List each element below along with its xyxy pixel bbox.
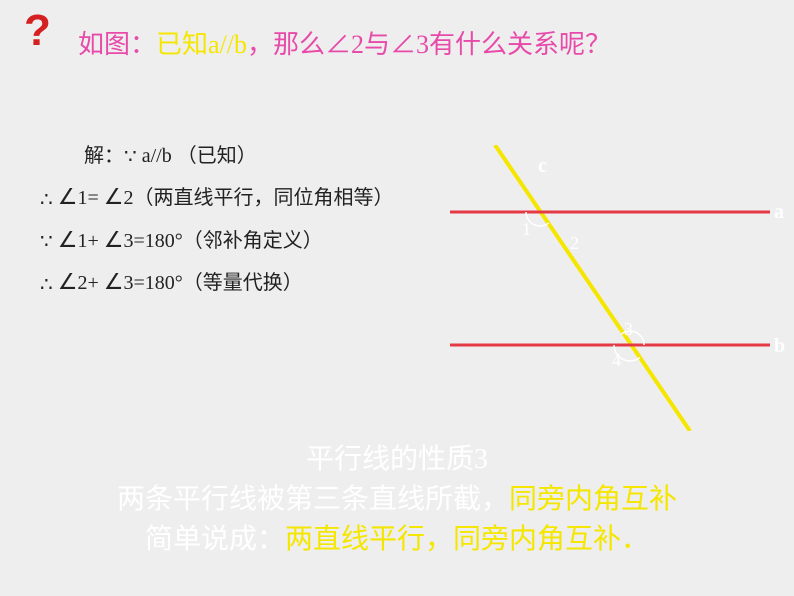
title-highlight: 已知a//b	[156, 30, 247, 59]
proof-l2-b: 1=	[77, 187, 103, 209]
title: 如图：已知a//b，那么∠2与∠3有什么关系呢？	[78, 24, 611, 61]
angle-symbol: ∠	[58, 227, 78, 252]
conclusion-l2b: 同旁内角互补	[509, 484, 677, 515]
angle-symbol: ∠	[104, 184, 124, 209]
label-c: c	[538, 155, 547, 178]
geometry-diagram: a b c 1 2 3 4	[430, 145, 794, 425]
because-symbol: ∵	[124, 137, 137, 177]
angle-num-1: 1	[522, 219, 531, 240]
label-b: b	[774, 335, 785, 358]
angle-symbol: ∠	[58, 184, 78, 209]
diagram-svg	[430, 145, 794, 431]
conclusion-line-2: 两条平行线被第三条直线所截，同旁内角互补	[0, 480, 794, 520]
therefore-symbol: ∴	[40, 265, 53, 305]
proof-l4-b: 2+	[77, 272, 103, 294]
title-rest: ，那么∠2与∠3有什么关系呢？	[247, 30, 611, 59]
proof-block: 解：∵ a//b （已知） ∴ ∠1= ∠2（两直线平行，同位角相等） ∵ ∠1…	[40, 136, 393, 305]
conclusion-l2a: 两条平行线被第三条直线所截，	[117, 484, 509, 515]
conclusion-l3a: 简单说成：	[145, 524, 285, 555]
conclusion-line-3: 简单说成：两直线平行，同旁内角互补．	[0, 520, 794, 560]
proof-l4-d: 3=180°（等量代换）	[123, 272, 302, 294]
angle-num-4: 4	[612, 350, 621, 371]
proof-l3-d: 3=180°（邻补角定义）	[123, 230, 322, 252]
proof-l1-body: a//b （已知）	[137, 145, 257, 167]
proof-line-4: ∴ ∠2+ ∠3=180°（等量代换）	[40, 262, 393, 304]
conclusion-block: 平行线的性质3 两条平行线被第三条直线所截，同旁内角互补 简单说成：两直线平行，…	[0, 440, 794, 560]
conclusion-l1: 平行线的性质3	[306, 444, 488, 475]
proof-line-3: ∵ ∠1+ ∠3=180°（邻补角定义）	[40, 220, 393, 262]
proof-line-1: 解：∵ a//b （已知）	[40, 136, 393, 177]
proof-l1-prefix: 解：	[84, 145, 124, 167]
question-mark-icon: ?	[24, 6, 51, 56]
therefore-symbol: ∴	[40, 180, 53, 220]
because-symbol: ∵	[40, 222, 53, 262]
label-a: a	[774, 201, 784, 224]
angle-symbol: ∠	[58, 269, 78, 294]
angle-num-2: 2	[570, 233, 579, 254]
title-prefix: 如图：	[78, 30, 156, 59]
proof-l3-b: 1+	[77, 230, 103, 252]
angle-symbol: ∠	[104, 227, 124, 252]
conclusion-line-1: 平行线的性质3	[0, 440, 794, 480]
proof-line-2: ∴ ∠1= ∠2（两直线平行，同位角相等）	[40, 177, 393, 219]
angle-num-3: 3	[624, 319, 633, 340]
conclusion-l3b: 两直线平行，同旁内角互补．	[285, 524, 649, 555]
angle-symbol: ∠	[104, 269, 124, 294]
proof-l2-d: 2（两直线平行，同位角相等）	[123, 187, 393, 209]
